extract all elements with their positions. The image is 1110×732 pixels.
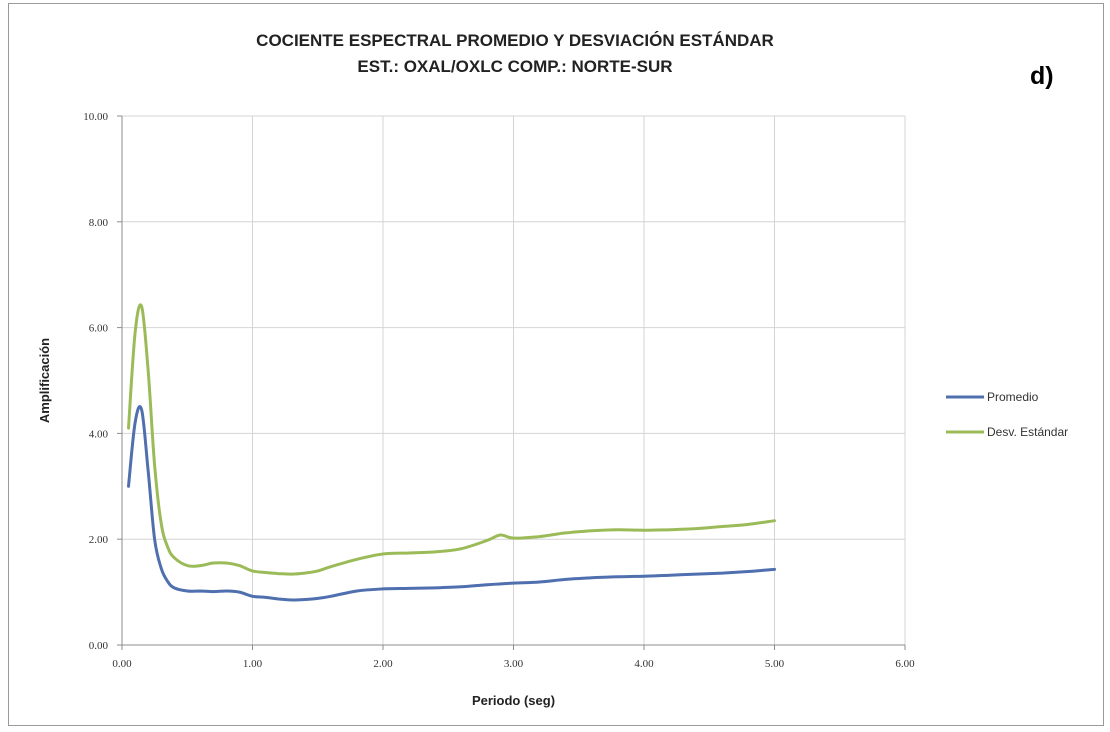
y-tick-label: 2.00 <box>89 534 109 546</box>
x-tick-label: 1.00 <box>243 658 263 670</box>
x-tick-label: 0.00 <box>112 658 132 670</box>
x-tick-label: 3.00 <box>504 658 524 670</box>
axes <box>117 115 906 650</box>
x-axis-label: Periodo (seg) <box>472 693 555 708</box>
chart-subtitle: EST.: OXAL/OXLC COMP.: NORTE-SUR <box>357 57 673 76</box>
x-tick-label: 2.00 <box>373 658 393 670</box>
y-tick-label: 0.00 <box>89 640 109 652</box>
series-line-desv-est-ndar <box>127 303 776 576</box>
y-tick-label: 6.00 <box>89 323 109 335</box>
x-tick-labels: 0.00 1.00 2.00 3.00 4.00 5.00 6.00 <box>112 658 915 670</box>
x-tick-label: 5.00 <box>765 658 785 670</box>
series-line-promedio <box>127 405 776 602</box>
y-tick-labels: 0.00 2.00 4.00 6.00 8.00 10.00 <box>83 111 108 652</box>
legend: Promedio Desv. Estándar <box>946 390 1068 439</box>
legend-label-desv-est-ndar: Desv. Estándar <box>987 425 1068 439</box>
chart-title: COCIENTE ESPECTRAL PROMEDIO Y DESVIACIÓN… <box>256 31 774 50</box>
y-axis-label: Amplificación <box>37 338 52 423</box>
chart-frame <box>8 3 1104 726</box>
y-tick-label: 8.00 <box>89 217 109 229</box>
series-layer <box>127 303 776 602</box>
x-tick-label: 6.00 <box>895 658 915 670</box>
panel-label: d) <box>1030 62 1054 90</box>
y-tick-label: 10.00 <box>83 111 108 123</box>
legend-label-promedio: Promedio <box>987 390 1039 404</box>
x-tick-label: 4.00 <box>634 658 654 670</box>
y-tick-label: 4.00 <box>89 428 109 440</box>
